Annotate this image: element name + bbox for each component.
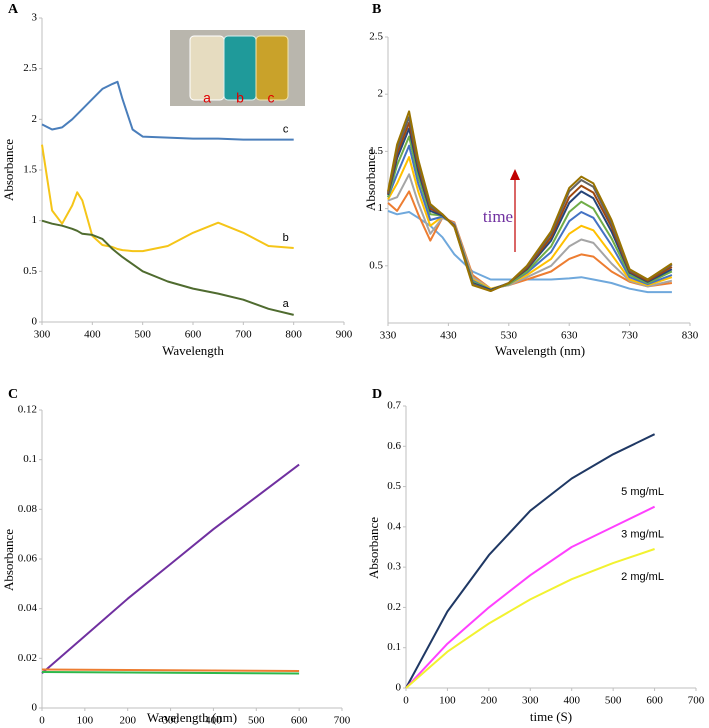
y-axis-label: Absorbance — [363, 149, 378, 211]
y-tick-label: 0.2 — [387, 601, 401, 613]
panel-title: A — [8, 2, 19, 17]
x-tick-label: 600 — [646, 695, 663, 707]
series-label: 2 mg/mL — [621, 571, 664, 583]
x-tick-label: 630 — [561, 330, 578, 342]
y-tick-label: 0.12 — [18, 404, 37, 416]
series-label: 3 mg/mL — [621, 529, 664, 541]
data-line — [387, 135, 673, 291]
x-tick-label: 900 — [336, 329, 353, 341]
x-axis-label: Wavelength (nm) — [495, 343, 585, 358]
x-tick-label: 430 — [440, 330, 457, 342]
x-tick-label: 100 — [439, 695, 456, 707]
x-axis-label: Wavelength — [162, 343, 224, 358]
x-tick-label: 0 — [403, 695, 409, 707]
y-axis-label: Absorbance — [1, 529, 16, 591]
x-tick-label: 530 — [501, 330, 518, 342]
y-tick-label: 0.6 — [387, 440, 401, 452]
inset-label: a — [203, 90, 211, 106]
y-tick-label: 0.4 — [387, 520, 401, 532]
data-line — [41, 144, 294, 253]
inset-label: b — [236, 90, 244, 106]
y-tick-label: 0 — [32, 702, 38, 714]
x-tick-label: 400 — [563, 695, 580, 707]
x-tick-label: 100 — [77, 715, 94, 727]
y-tick-label: 1 — [32, 214, 38, 226]
data-line — [41, 671, 300, 675]
y-tick-label: 2 — [32, 113, 38, 125]
x-tick-label: 500 — [248, 715, 265, 727]
y-tick-label: 1.5 — [23, 164, 37, 176]
x-axis-label: time (S) — [530, 709, 572, 724]
panel-title: C — [8, 387, 18, 402]
x-tick-label: 300 — [34, 329, 51, 341]
data-line — [405, 505, 656, 689]
y-tick-label: 0 — [396, 682, 402, 694]
series-label: a — [283, 298, 290, 310]
y-axis-label: Absorbance — [1, 139, 16, 201]
y-tick-label: 3 — [32, 12, 38, 24]
y-tick-label: 0.02 — [18, 652, 37, 664]
y-axis-label: Absorbance — [366, 517, 381, 579]
y-tick-label: 1.5 — [369, 145, 383, 157]
data-line — [387, 209, 672, 294]
data-line — [405, 433, 656, 689]
y-tick-label: 2.5 — [23, 62, 37, 74]
inset-label: c — [268, 90, 275, 106]
x-tick-label: 730 — [621, 330, 638, 342]
x-tick-label: 830 — [682, 330, 699, 342]
panel-title: D — [372, 387, 382, 402]
x-tick-label: 500 — [605, 695, 622, 707]
series-label: b — [283, 232, 289, 244]
data-line — [41, 80, 294, 141]
annotation: time — [483, 207, 513, 226]
x-tick-label: 600 — [185, 329, 202, 341]
x-tick-label: 300 — [522, 695, 539, 707]
data-line — [41, 668, 300, 672]
inset-photo — [170, 30, 305, 106]
x-tick-label: 700 — [334, 715, 351, 727]
x-tick-label: 700 — [688, 695, 705, 707]
data-line — [387, 110, 673, 292]
y-tick-label: 0.08 — [18, 503, 38, 515]
data-line — [41, 463, 300, 674]
x-tick-label: 200 — [481, 695, 498, 707]
x-axis-label: Wavelength (nm) — [147, 710, 237, 725]
y-tick-label: 1 — [378, 202, 384, 214]
series-label: 5 mg/mL — [621, 486, 664, 498]
data-line — [405, 548, 655, 689]
x-tick-label: 330 — [380, 330, 397, 342]
x-tick-label: 400 — [84, 329, 101, 341]
y-tick-label: 0.1 — [23, 453, 37, 465]
y-tick-label: 0 — [32, 316, 38, 328]
y-tick-label: 0.5 — [387, 480, 401, 492]
x-tick-label: 300 — [162, 715, 179, 727]
y-tick-label: 2.5 — [369, 31, 383, 43]
y-tick-label: 0.1 — [387, 641, 401, 653]
data-line — [387, 173, 673, 290]
series-label: c — [283, 124, 289, 136]
y-tick-label: 0.06 — [18, 553, 38, 565]
y-tick-label: 0.7 — [387, 400, 401, 412]
y-tick-label: 0.3 — [387, 561, 401, 573]
x-tick-label: 800 — [285, 329, 302, 341]
y-tick-label: 2 — [378, 88, 384, 100]
panel-title: B — [372, 2, 381, 17]
x-tick-label: 200 — [119, 715, 136, 727]
data-line — [41, 219, 294, 316]
x-tick-label: 700 — [235, 329, 252, 341]
x-tick-label: 600 — [291, 715, 308, 727]
arrow-head — [510, 169, 520, 180]
y-tick-label: 0.5 — [23, 265, 37, 277]
x-tick-label: 500 — [134, 329, 151, 341]
time-arrow — [510, 169, 520, 252]
x-tick-label: 0 — [39, 715, 45, 727]
y-tick-label: 0.04 — [18, 602, 38, 614]
y-tick-label: 0.5 — [369, 259, 383, 271]
x-tick-label: 400 — [205, 715, 222, 727]
vial — [255, 35, 289, 101]
